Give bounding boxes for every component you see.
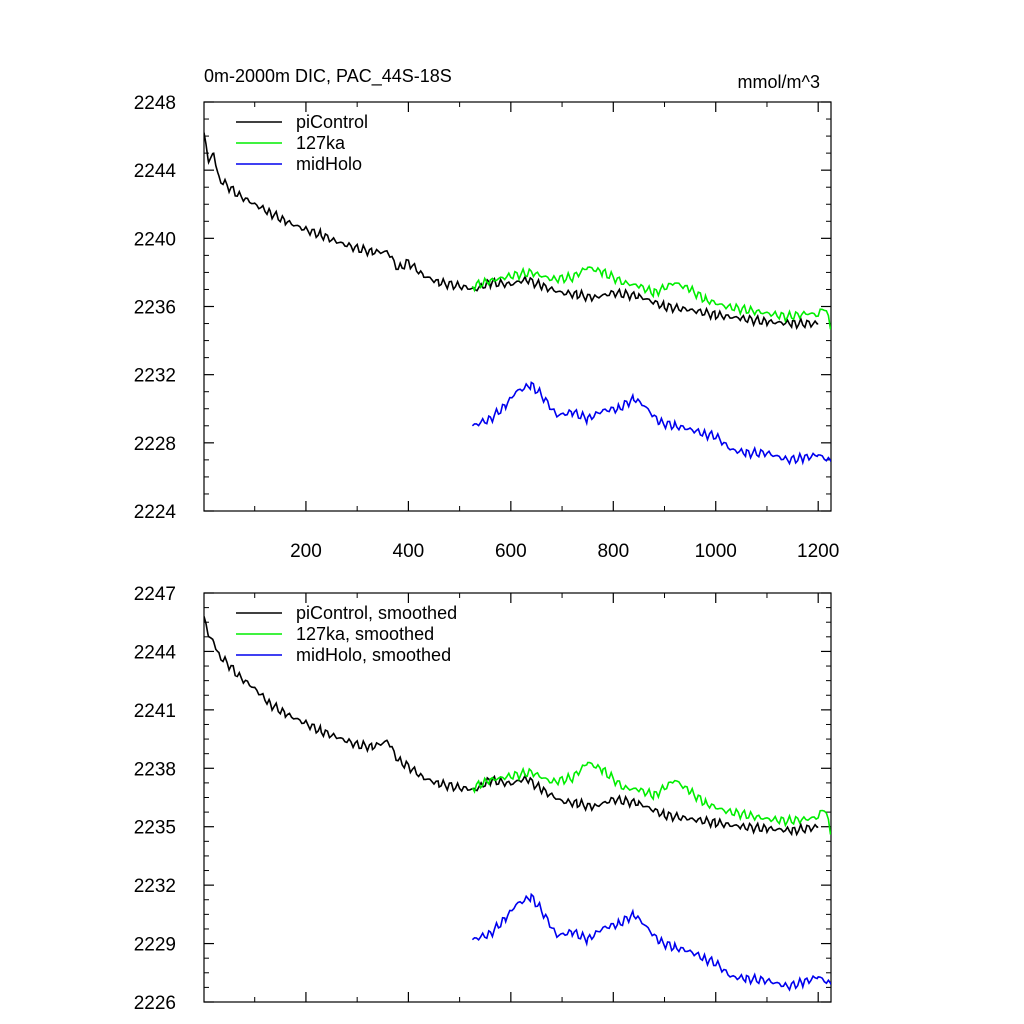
y-tick-label: 2248 bbox=[134, 93, 176, 114]
y-tick-label: 2226 bbox=[134, 993, 176, 1014]
x-tick-label: 200 bbox=[290, 541, 322, 562]
y-tick-label: 2247 bbox=[134, 584, 176, 605]
y-tick-label: 2244 bbox=[134, 161, 177, 182]
y-tick-label: 2228 bbox=[134, 434, 176, 455]
x-tick-label: 1200 bbox=[797, 541, 839, 562]
x-tick-label: 1000 bbox=[695, 541, 737, 562]
chart-title: 0m-2000m DIC, PAC_44S-18S bbox=[204, 66, 452, 87]
y-tick-label: 2235 bbox=[134, 818, 176, 839]
legend-label-piControl: piControl bbox=[296, 112, 368, 132]
series-line-midHolo bbox=[471, 381, 831, 466]
top-panel: 200 400 600 800 1000 1200 2224 2228 2232 2236 2240… bbox=[134, 93, 840, 562]
legend-label-piControl: piControl, smoothed bbox=[296, 603, 457, 623]
y-tick-label: 2238 bbox=[134, 759, 176, 780]
legend-label-midHolo: midHolo bbox=[296, 154, 362, 174]
legend-label-127ka: 127ka bbox=[296, 133, 346, 153]
y-tick-label: 2229 bbox=[134, 935, 176, 956]
series-line-127ka bbox=[471, 761, 831, 835]
legend-label-127ka: 127ka, smoothed bbox=[296, 624, 434, 644]
series-line-piControl bbox=[204, 132, 819, 331]
series-line-piControl bbox=[204, 616, 819, 837]
x-tick-label: 600 bbox=[495, 541, 527, 562]
x-tick-label: 400 bbox=[393, 541, 425, 562]
series-line-127ka bbox=[471, 266, 831, 330]
y-tick-label: 2236 bbox=[134, 298, 176, 319]
legend-label-midHolo: midHolo, smoothed bbox=[296, 645, 451, 665]
y-tick-label: 2240 bbox=[134, 229, 176, 250]
y-tick-label: 2241 bbox=[134, 701, 176, 722]
y-tick-label: 2224 bbox=[134, 502, 177, 523]
y-tick-label: 2232 bbox=[134, 876, 176, 897]
chart-units: mmol/m^3 bbox=[738, 72, 820, 92]
y-tick-label: 2244 bbox=[134, 642, 177, 663]
x-tick-label: 800 bbox=[597, 541, 629, 562]
series-line-midHolo bbox=[471, 892, 831, 992]
bottom-panel: 2226 2229 2232 2235 2238 2241 2244 2247 piContro… bbox=[134, 584, 832, 1014]
y-tick-label: 2232 bbox=[134, 366, 176, 387]
